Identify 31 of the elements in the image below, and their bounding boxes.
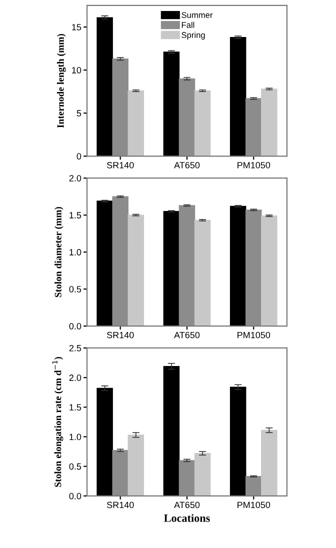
legend-label: Summer — [182, 12, 213, 18]
x-tick-label: SR140 — [106, 502, 134, 508]
x-tick-label: PM1050 — [238, 332, 270, 338]
x-axis-title: Locations — [164, 514, 210, 522]
y-tick-label: 0.5 — [69, 286, 82, 292]
y-tick-label: 1.0 — [70, 249, 82, 256]
y-tick-label: 1.0 — [70, 434, 82, 440]
y-tick-label: 10 — [72, 67, 82, 74]
y-tick-label: 2.0 — [69, 175, 82, 182]
y-tick-label: 1.5 — [70, 212, 82, 218]
x-tick-label: AT650 — [174, 162, 200, 168]
y-tick-label: 15 — [72, 24, 82, 30]
y-tick-label: 1.5 — [70, 404, 82, 411]
x-tick-label: AT650 — [174, 332, 200, 338]
y-tick-label: 2.0 — [69, 374, 82, 381]
x-tick-label: SR140 — [106, 162, 134, 168]
legend-label: Spring — [182, 32, 205, 40]
y-tick-label: 5 — [76, 110, 82, 116]
x-tick-label: PM1050 — [238, 162, 270, 168]
y-tick-label: 2.5 — [69, 344, 82, 352]
y-tick-label: 0 — [76, 153, 82, 160]
y-tick-label: 0.0 — [69, 492, 82, 500]
y-axis-title: Internode length (mm) — [56, 34, 66, 128]
x-tick-label: PM1050 — [238, 502, 270, 508]
legend-label: Fall — [182, 22, 194, 28]
y-axis-title: Stolon diameter (mm) — [54, 206, 64, 298]
x-tick-label: SR140 — [106, 332, 134, 338]
y-tick-label: 0.0 — [69, 323, 82, 330]
y-tick-label: 0.5 — [69, 463, 82, 470]
x-tick-label: AT650 — [174, 502, 200, 508]
y-axis-title: Stolon elongation rate (cm d$^{−1}$) — [52, 356, 64, 487]
